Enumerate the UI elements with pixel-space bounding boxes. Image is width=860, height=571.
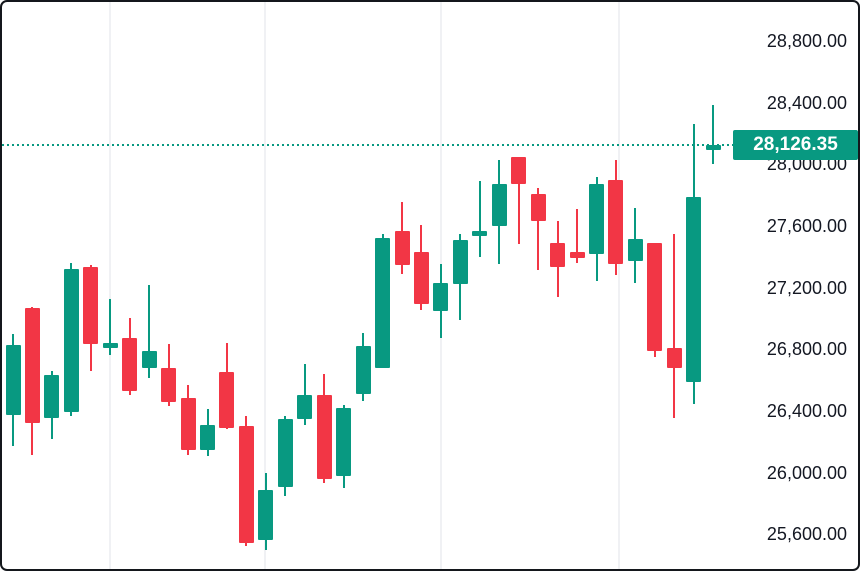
price-axis-tick-label: 27,200.00 [766, 277, 847, 298]
candle-body [705, 144, 721, 151]
candle-body [686, 197, 702, 382]
candle-wick [537, 188, 540, 270]
candle-wick [109, 299, 112, 356]
price-axis-tick-label: 27,600.00 [766, 215, 847, 236]
candle-body [647, 242, 663, 351]
candle-body [452, 239, 468, 284]
candle-wick [478, 181, 481, 257]
candle-body [24, 307, 40, 424]
candle-body [511, 157, 527, 185]
candle-body [122, 338, 138, 391]
candle-body [200, 424, 215, 451]
candle-body [63, 269, 79, 413]
candle-body [297, 395, 313, 420]
grid-vline [264, 2, 266, 569]
candle-body [608, 180, 624, 264]
candle-body [491, 184, 507, 226]
candle-body [413, 252, 429, 304]
candle-body [394, 230, 410, 266]
candle-body [83, 266, 99, 344]
candle-body [180, 397, 196, 451]
candle-body [44, 374, 60, 418]
candle-wick [148, 285, 151, 378]
candle-body [472, 230, 488, 236]
candle-body [666, 347, 682, 369]
price-axis-tick-label: 26,000.00 [766, 462, 847, 483]
candle-body [102, 343, 118, 348]
candle-body [569, 252, 585, 259]
candle-body [141, 350, 157, 369]
price-axis-tick-label: 26,800.00 [766, 339, 847, 360]
price-axis[interactable]: 28,800.00 28,400.00 28,000.00 27,600.00 27,2… [728, 2, 858, 569]
candle-body [238, 425, 254, 544]
candle-wick [673, 234, 676, 418]
grid-vline [109, 2, 111, 569]
candle-body [530, 193, 546, 222]
grid-vline [618, 2, 620, 569]
price-axis-tick-label: 26,400.00 [766, 400, 847, 421]
price-axis-tick-label: 28,800.00 [766, 30, 847, 51]
candle-body [161, 368, 177, 402]
candle-body [375, 238, 391, 369]
candle-body [336, 407, 352, 476]
candle-body [589, 183, 604, 255]
candle-wick [517, 157, 520, 245]
candle-body [5, 344, 21, 415]
candle-body [433, 282, 449, 311]
candle-wick [712, 104, 715, 164]
candle-body [355, 346, 371, 394]
last-price-badge: 28,126.35 [733, 129, 858, 160]
candle-body [277, 418, 293, 488]
candle-body [316, 395, 332, 479]
candle-wick [576, 208, 579, 263]
last-price-line [2, 143, 733, 146]
candle-body [258, 490, 274, 541]
price-axis-tick-label: 25,600.00 [766, 524, 847, 545]
candle-wick [303, 363, 306, 425]
price-axis-tick-label: 28,400.00 [766, 92, 847, 113]
candle-body [550, 242, 566, 267]
candle-body [627, 239, 643, 262]
candle-body [219, 371, 235, 428]
